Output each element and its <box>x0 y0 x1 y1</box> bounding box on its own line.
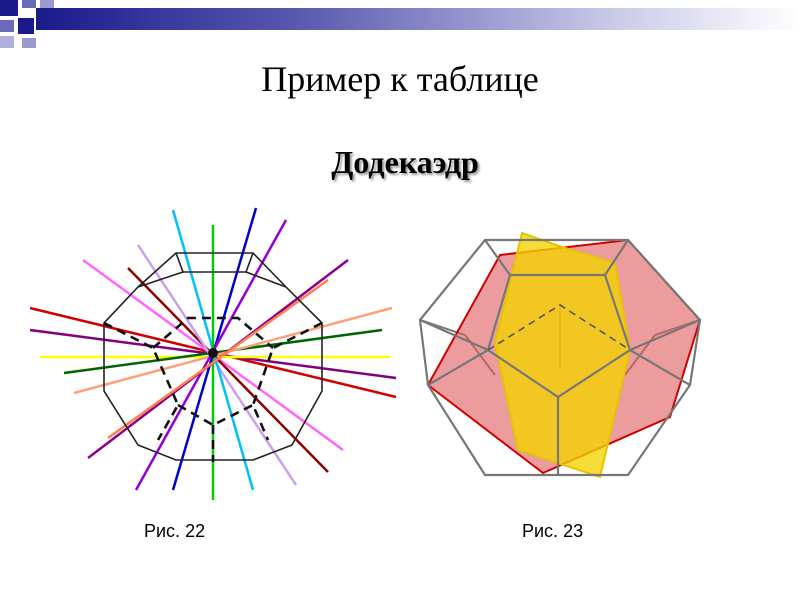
hidden-edges <box>103 316 323 462</box>
corner-squares-decoration <box>0 0 54 48</box>
hidden-dashed-edges <box>487 304 631 351</box>
caption-fig-22: Рис. 22 <box>144 521 206 541</box>
center-point <box>208 348 218 358</box>
header-gradient-band <box>36 8 800 30</box>
dodecahedron-planes-figure <box>418 231 702 479</box>
slide-title: Пример к таблице <box>261 59 539 99</box>
dodecahedron-front-edges <box>418 238 702 477</box>
caption-fig-23: Рис. 23 <box>522 521 584 541</box>
yellow-plane <box>493 231 632 479</box>
dodecahedron-axes-figure <box>29 207 397 500</box>
slide-subtitle: Додекаэдр <box>331 144 479 180</box>
